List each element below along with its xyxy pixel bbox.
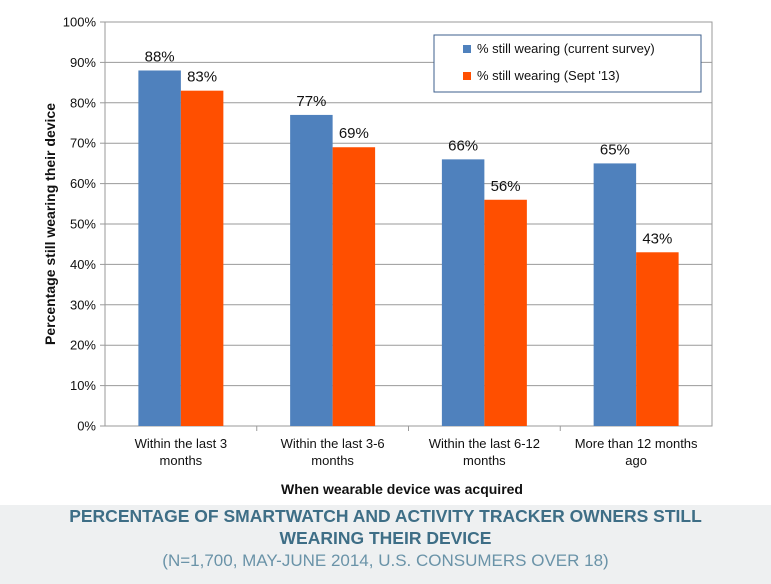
data-label: 83% <box>187 69 217 86</box>
bar <box>138 70 181 426</box>
y-tick-label: 20% <box>70 338 96 353</box>
y-tick-label: 40% <box>70 257 96 272</box>
legend-swatch-current-survey <box>463 45 471 53</box>
x-tick-label: months <box>463 453 506 468</box>
y-tick-label: 10% <box>70 378 96 393</box>
y-tick-label: 60% <box>70 176 96 191</box>
y-tick-label: 80% <box>70 95 96 110</box>
x-tick-label: Within the last 6-12 <box>429 436 540 451</box>
data-label: 65% <box>600 141 630 158</box>
data-label: 88% <box>145 48 175 65</box>
y-tick-label: 30% <box>70 297 96 312</box>
bar <box>180 90 224 427</box>
chart-caption-title: PERCENTAGE OF SMARTWATCH AND ACTIVITY TR… <box>30 505 741 549</box>
bar <box>484 199 527 426</box>
y-axis-label: Percentage still wearing their device <box>42 103 58 345</box>
caption-title-line2: WEARING THEIR DEVICE <box>279 528 492 548</box>
bar <box>636 252 679 426</box>
legend-label-current-survey: % still wearing (current survey) <box>477 41 655 56</box>
legend: % still wearing (current survey) % still… <box>433 34 702 93</box>
bar <box>332 147 376 427</box>
y-tick-label: 50% <box>70 217 96 232</box>
data-labels: 88% 83% 77% 69% 66% 56% 65% 43% <box>145 48 673 247</box>
x-axis-label: When wearable device was acquired <box>281 481 523 497</box>
x-axis-ticks: Within the last 3 months Within the last 3… <box>135 426 698 468</box>
y-tick-label: 100% <box>63 15 97 30</box>
y-tick-label: 0% <box>77 419 96 434</box>
y-axis-ticks: 0% 10% 20% 30% 40% 50% 60% 70% 80% 90% 100% <box>63 15 105 434</box>
legend-swatch-sept-13 <box>463 72 471 80</box>
legend-label-sept-13: % still wearing (Sept '13) <box>477 68 620 83</box>
bars <box>138 70 679 427</box>
data-label: 66% <box>448 137 478 154</box>
legend-box <box>433 34 702 93</box>
bar-chart: 0% 10% 20% 30% 40% 50% 60% 70% 80% 90% 100% 88% 83%… <box>0 0 771 505</box>
x-tick-label: months <box>311 453 354 468</box>
x-tick-label: Within the last 3 <box>135 436 228 451</box>
x-tick-label: Within the last 3-6 <box>281 436 385 451</box>
data-label: 69% <box>339 125 369 142</box>
x-tick-label: months <box>160 453 203 468</box>
y-tick-label: 70% <box>70 136 96 151</box>
data-label: 43% <box>642 230 672 247</box>
bar <box>593 163 637 426</box>
data-label: 77% <box>296 93 326 110</box>
bar <box>290 114 333 427</box>
caption-title-line1: PERCENTAGE OF SMARTWATCH AND ACTIVITY TR… <box>69 506 702 526</box>
data-label: 56% <box>491 178 521 195</box>
bar <box>441 159 485 427</box>
y-tick-label: 90% <box>70 55 96 70</box>
chart-caption-subtitle: (N=1,700, MAY-JUNE 2014, U.S. CONSUMERS … <box>162 551 609 570</box>
x-tick-label: ago <box>625 453 647 468</box>
x-tick-label: More than 12 months <box>575 436 698 451</box>
